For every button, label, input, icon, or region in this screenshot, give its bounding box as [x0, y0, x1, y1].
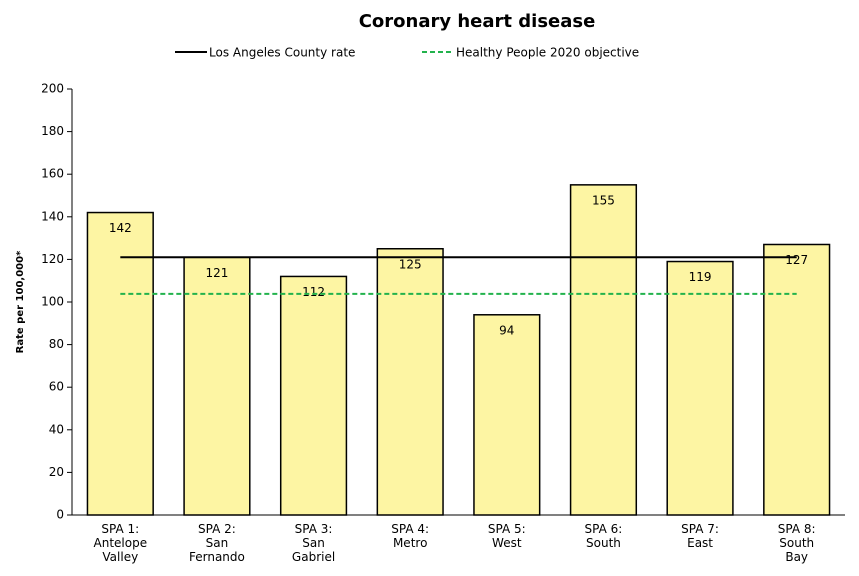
data-label: 112 [302, 285, 325, 299]
y-tick-label: 120 [41, 252, 64, 266]
bar [763, 243, 831, 516]
data-label: 119 [689, 270, 712, 284]
x-tick-label: SPA 1: Antelope Valley [94, 522, 148, 564]
legend-label: Healthy People 2020 objective [456, 46, 639, 60]
y-tick-label: 180 [41, 124, 64, 138]
data-label: 127 [785, 253, 808, 267]
x-tick-label: SPA 4: Metro [391, 522, 429, 550]
y-tick-label: 80 [49, 337, 64, 351]
legend-label: Los Angeles County rate [209, 46, 355, 60]
y-axis-label: Rate per 100,000* [15, 250, 26, 353]
data-label: 142 [109, 221, 132, 235]
data-label: 94 [499, 323, 514, 337]
bar [473, 314, 541, 516]
bar [666, 260, 734, 516]
x-tick-label: SPA 3: San Gabriel [292, 522, 335, 564]
y-tick-label: 140 [41, 209, 64, 223]
data-label: 125 [399, 257, 422, 271]
bar [569, 184, 638, 516]
y-tick-label: 160 [41, 167, 64, 181]
y-tick-label: 100 [41, 295, 64, 309]
y-tick-label: 0 [56, 508, 64, 522]
x-tick-label: SPA 7: East [681, 522, 719, 550]
data-label: 155 [592, 193, 615, 207]
x-tick-label: SPA 6: South [585, 522, 623, 550]
data-label: 121 [205, 266, 228, 280]
x-tick-label: SPA 8: South Bay [778, 522, 816, 564]
bar [376, 248, 444, 516]
x-tick-label: SPA 5: West [488, 522, 526, 550]
y-tick-label: 40 [49, 422, 64, 436]
chart-title: Coronary heart disease [359, 11, 596, 32]
y-tick-label: 20 [49, 465, 64, 479]
bar [86, 211, 154, 516]
y-tick-label: 60 [49, 380, 64, 394]
y-tick-label: 200 [41, 82, 64, 96]
bar [279, 275, 348, 516]
x-tick-label: SPA 2: San Fernando [189, 522, 245, 564]
bar [183, 256, 251, 516]
